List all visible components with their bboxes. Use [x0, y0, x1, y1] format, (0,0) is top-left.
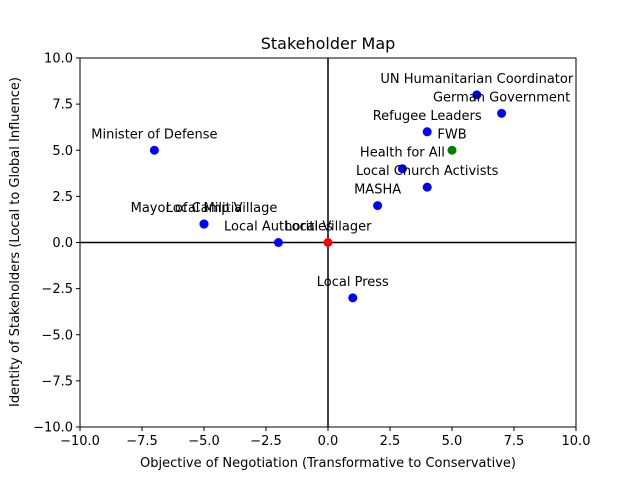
- data-point-label: FWB: [437, 127, 466, 142]
- data-point-label: Refugee Leaders: [373, 109, 482, 124]
- data-point-label: MASHA: [354, 183, 401, 198]
- data-point-label: Minister of Defense: [91, 127, 217, 142]
- x-tick-label: −10.0: [60, 434, 100, 449]
- data-point: [472, 90, 482, 100]
- x-tick-label: 2.5: [380, 434, 401, 449]
- chart-title: Stakeholder Map: [261, 34, 396, 53]
- data-point-label: Local Church Activists: [356, 164, 499, 179]
- data-point-label: UN Humanitarian Coordinator: [380, 72, 573, 87]
- y-axis-label: Identity of Stakeholders (Local to Globa…: [8, 77, 23, 407]
- data-point-label: German Government: [433, 90, 570, 105]
- data-point: [447, 145, 457, 155]
- y-tick-label: −10.0: [33, 421, 73, 436]
- y-tick-label: 2.5: [52, 190, 73, 205]
- y-axis-ticks: −10.0 −7.5 −5.0 −2.5 0.0 2.5 5.0 7.5 10.0: [33, 52, 80, 436]
- data-points: [149, 90, 507, 303]
- x-tick-label: 5.0: [442, 434, 463, 449]
- data-point-label: Mayor of Camp Village: [131, 201, 278, 216]
- y-tick-label: −2.5: [41, 282, 73, 297]
- data-point: [348, 293, 358, 303]
- data-point-label: Local Militia: [166, 201, 243, 216]
- point-labels: UN Humanitarian Coordinator German Govern…: [91, 72, 574, 290]
- x-tick-label: 0.0: [318, 434, 339, 449]
- data-point: [422, 182, 432, 192]
- data-point-label: Health for All: [360, 146, 445, 161]
- y-tick-label: −7.5: [41, 374, 73, 389]
- y-tick-label: 5.0: [52, 144, 73, 159]
- data-point: [149, 145, 159, 155]
- x-axis-label: Objective of Negotiation (Transformative…: [140, 456, 516, 471]
- x-tick-label: 10.0: [562, 434, 591, 449]
- data-point: [497, 108, 507, 118]
- y-tick-label: −5.0: [41, 328, 73, 343]
- y-tick-label: 0.0: [52, 236, 73, 251]
- x-tick-label: −5.0: [188, 434, 220, 449]
- data-point: [422, 127, 432, 137]
- data-point-label: Local Authorities: [224, 220, 333, 235]
- data-point-label: Local Villager: [285, 220, 372, 235]
- x-tick-label: −2.5: [250, 434, 282, 449]
- data-point: [397, 164, 407, 174]
- y-tick-label: 7.5: [52, 98, 73, 113]
- data-point: [273, 238, 283, 247]
- data-point-label: Local Press: [317, 275, 389, 290]
- data-point: [373, 201, 383, 211]
- data-point: [323, 238, 333, 247]
- data-point: [199, 219, 209, 229]
- y-tick-label: 10.0: [44, 52, 73, 67]
- x-axis-ticks: −10.0 −7.5 −5.0 −2.5 0.0 2.5 5.0 7.5 10.0: [60, 427, 590, 449]
- x-tick-label: −7.5: [126, 434, 158, 449]
- x-tick-label: 7.5: [504, 434, 525, 449]
